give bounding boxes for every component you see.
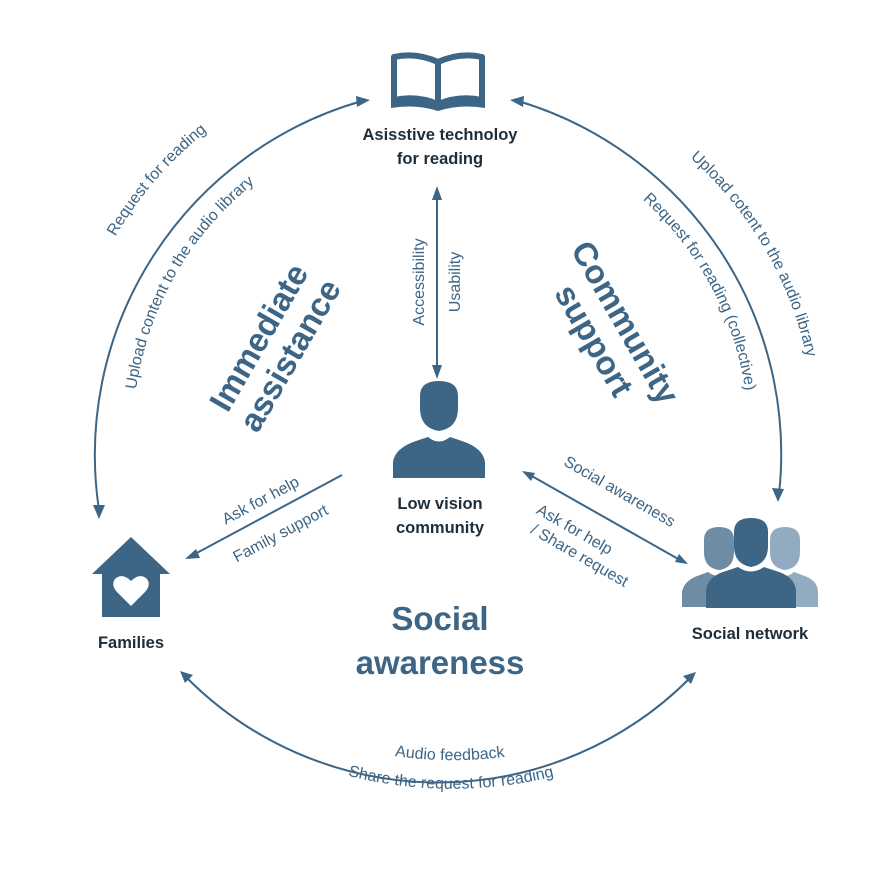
theme-immediate-assistance: Immediate assistance: [202, 257, 348, 437]
node-reading-tech-line2: for reading: [397, 150, 483, 168]
theme-social-line2: awareness: [356, 644, 525, 681]
arrow-tech-community: [432, 186, 442, 379]
arrow-community-families: [185, 474, 343, 559]
flow-usability-label: Usability: [447, 252, 464, 312]
theme-social-line1: Social: [391, 600, 488, 637]
node-social-network: Social network: [682, 518, 818, 643]
node-social-network-label: Social network: [692, 625, 809, 643]
arrow-community-social: [522, 471, 688, 564]
node-community-line1: Low vision: [397, 495, 482, 513]
group-icon: [682, 518, 818, 608]
node-community-line2: community: [396, 519, 485, 537]
node-reading-tech: Asisstive technoloy for reading: [363, 52, 519, 168]
flow-social-awareness-label: Social awareness: [561, 453, 678, 530]
node-families-label: Families: [98, 634, 164, 652]
node-reading-tech-line1: Asisstive technoloy: [363, 126, 519, 144]
theme-social-awareness: Social awareness: [356, 600, 525, 681]
theme-community-support: Community support: [548, 234, 688, 410]
flow-left-outer-label: Request for reading: [104, 121, 209, 239]
flow-bottom-inner-label: Audio feedback: [394, 743, 506, 764]
node-families: Families: [92, 537, 170, 652]
arc-social-to-tech: [510, 96, 784, 502]
open-book-icon: [391, 52, 485, 111]
flow-right-outer-label: Upload cotent to the audio library: [687, 148, 819, 358]
house-heart-icon: [92, 537, 170, 617]
flow-bottom-outer-label: Share the request for reading: [347, 763, 555, 793]
flow-accessibility-label: Accessibility: [411, 238, 428, 325]
arc-tech-to-families: [93, 96, 370, 519]
arc-families-to-social: [180, 671, 696, 784]
person-icon: [393, 381, 485, 478]
node-community: Low vision community: [393, 381, 485, 537]
